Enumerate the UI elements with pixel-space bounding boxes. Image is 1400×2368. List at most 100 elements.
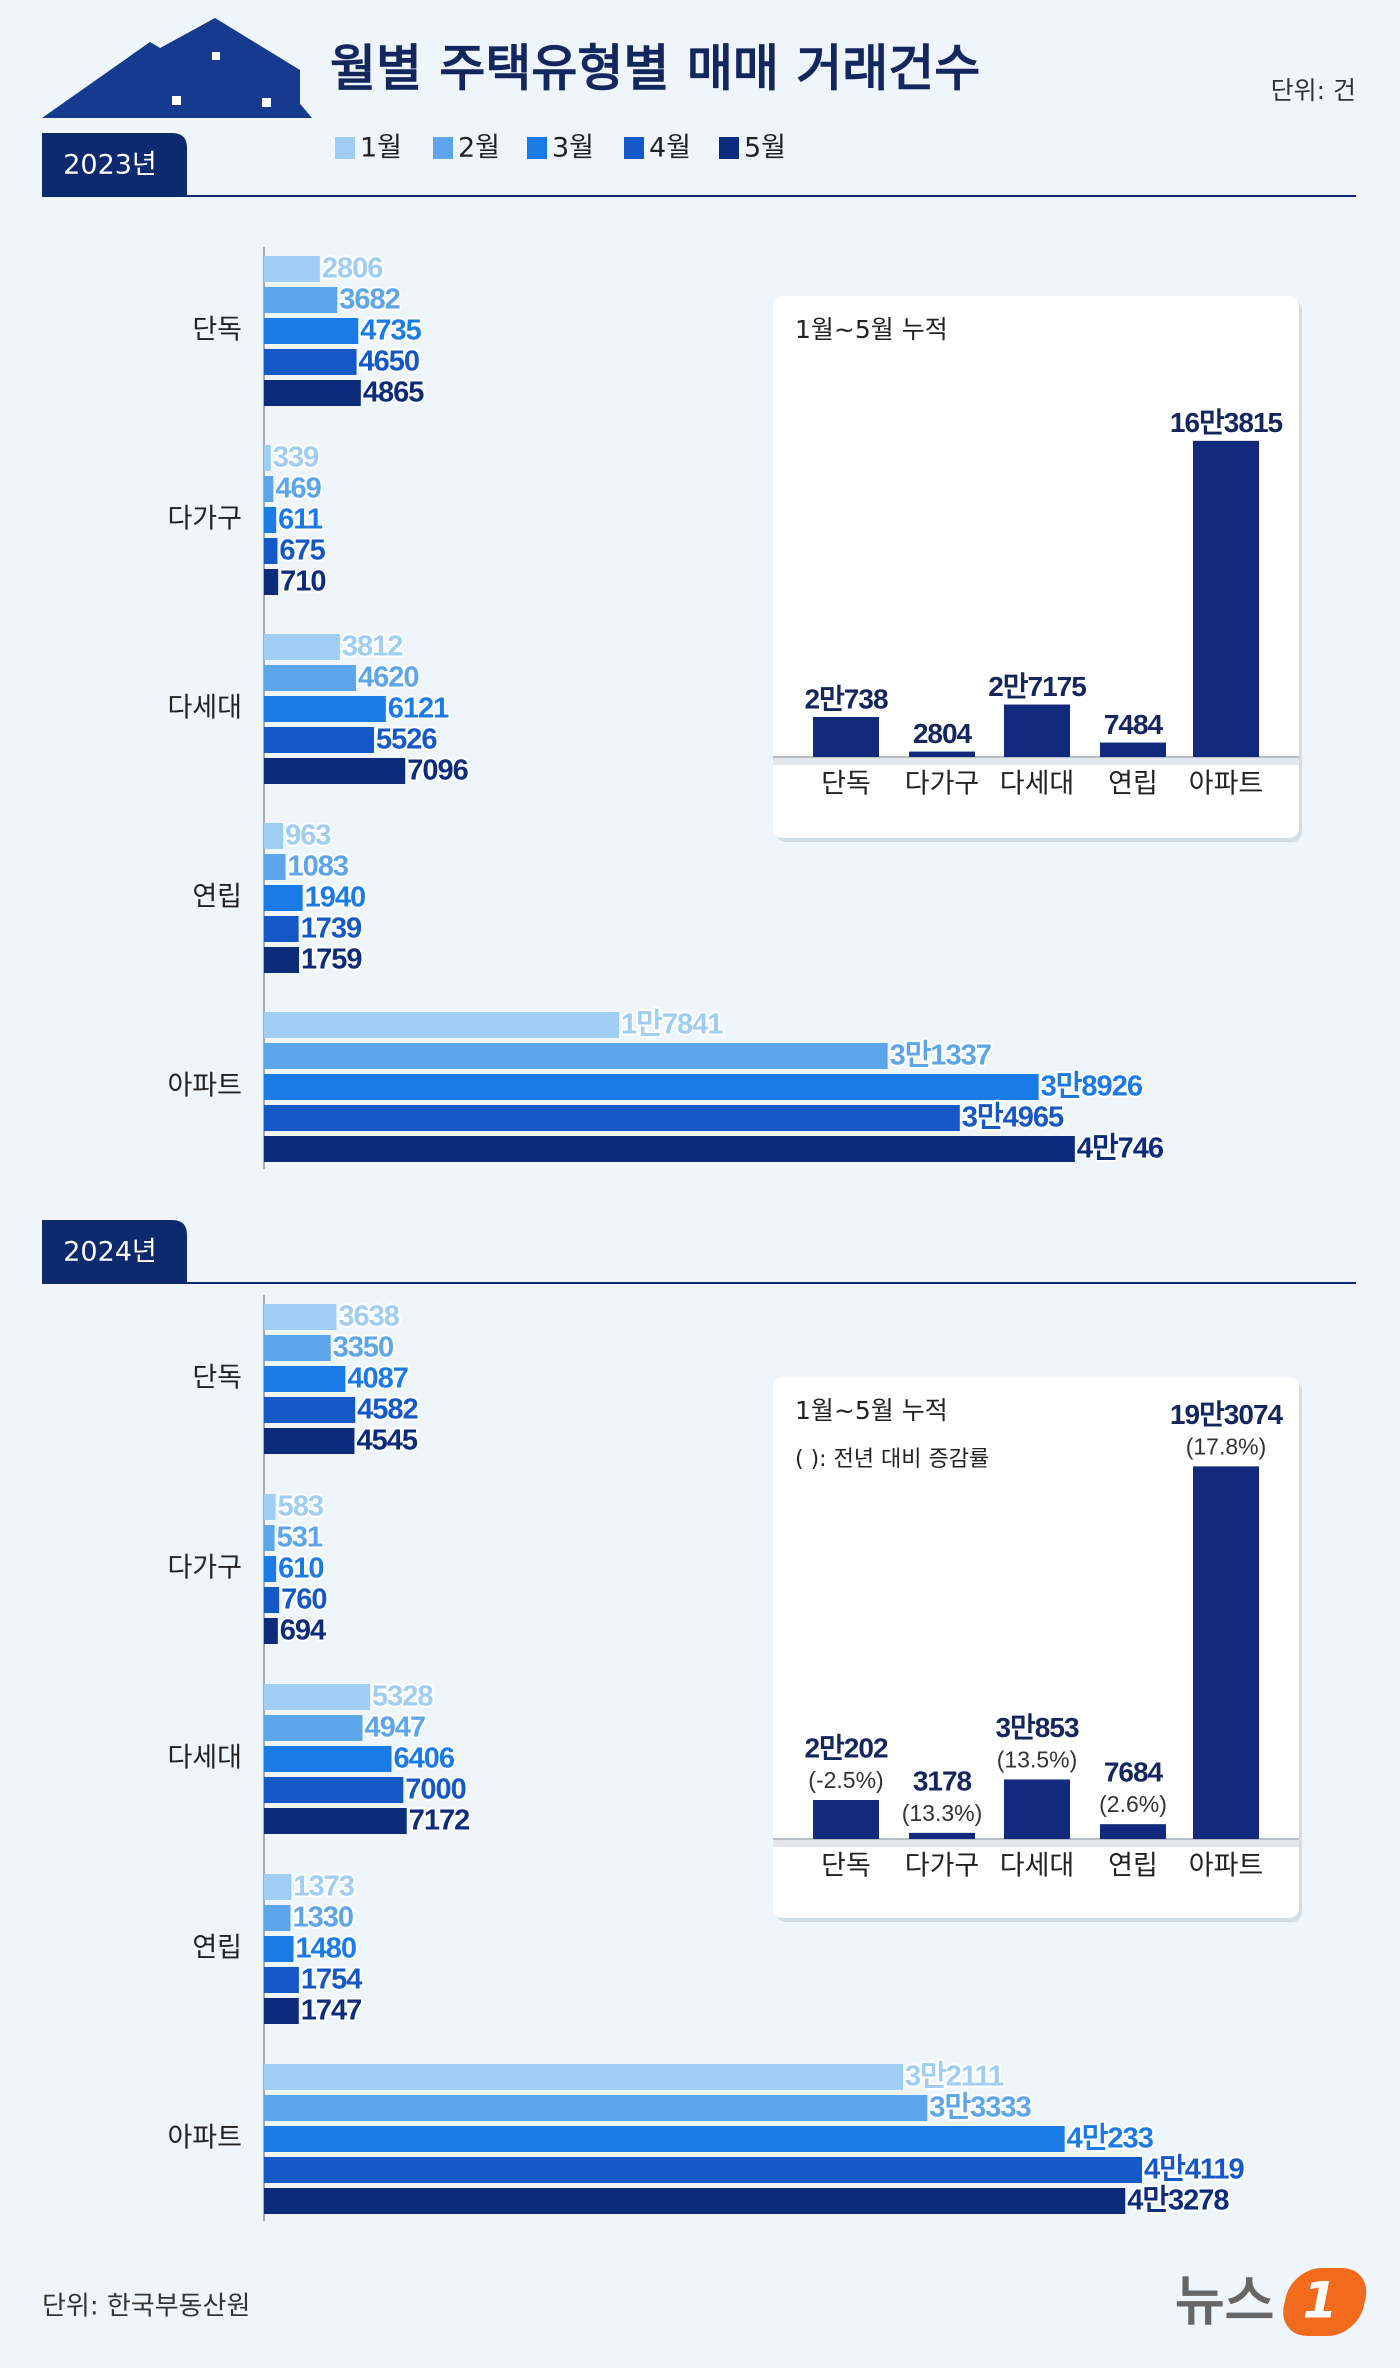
value-label: 694 bbox=[280, 1615, 326, 1647]
bar bbox=[264, 2095, 928, 2121]
value-label: 3만1337 bbox=[890, 1039, 991, 1072]
bar bbox=[264, 1618, 278, 1644]
bar bbox=[264, 569, 279, 595]
legend-label: 3월 bbox=[552, 133, 594, 164]
bar bbox=[264, 1587, 280, 1613]
value-label: 4087 bbox=[347, 1363, 408, 1395]
value-label: 4만4119 bbox=[1144, 2153, 1245, 2186]
bar bbox=[264, 256, 320, 282]
bar bbox=[813, 716, 879, 757]
bar bbox=[264, 727, 374, 753]
section-label: 2024년 bbox=[63, 1237, 157, 1268]
legend-label: 2월 bbox=[458, 133, 500, 164]
value-label: 1083 bbox=[288, 851, 349, 883]
value-label: 4650 bbox=[359, 346, 420, 378]
change-label: (-2.5%) bbox=[808, 1767, 883, 1793]
bar bbox=[264, 1905, 291, 1931]
change-label: (17.8%) bbox=[1186, 1433, 1267, 1459]
value-label: 3만8926 bbox=[1041, 1070, 1143, 1103]
value-label: 6121 bbox=[388, 693, 449, 725]
value-label: 610 bbox=[278, 1553, 323, 1585]
legend-swatch bbox=[527, 137, 547, 159]
logo: 뉴스 1 bbox=[1175, 2268, 1367, 2336]
charts: 2023년단독28063682473546504865다가구3394696116… bbox=[42, 133, 1356, 2221]
legend-swatch bbox=[719, 137, 739, 159]
value-label: 1480 bbox=[295, 1933, 356, 1965]
value-label: 611 bbox=[278, 504, 323, 536]
bar bbox=[264, 1874, 292, 1900]
category-label: 다가구 bbox=[167, 504, 242, 535]
category-label: 단독 bbox=[821, 769, 871, 800]
value-label: 7684 bbox=[1104, 1757, 1164, 1788]
value-label: 3350 bbox=[333, 1332, 394, 1364]
bar bbox=[264, 823, 284, 849]
legend-label: 1월 bbox=[360, 133, 402, 164]
bar bbox=[264, 1043, 888, 1069]
bar bbox=[264, 1366, 346, 1392]
bar bbox=[1004, 1779, 1070, 1839]
bar bbox=[264, 696, 386, 722]
value-label: 4947 bbox=[364, 1712, 425, 1744]
bar bbox=[264, 1684, 371, 1710]
bar bbox=[264, 916, 299, 942]
value-label: 1330 bbox=[292, 1902, 353, 1934]
source: 단위: 한국부동산원 bbox=[42, 2292, 250, 2322]
bar bbox=[264, 1777, 404, 1803]
category-label: 다가구 bbox=[905, 1851, 980, 1882]
value-label: 5526 bbox=[376, 724, 437, 756]
bar bbox=[264, 476, 274, 502]
value-label: 1373 bbox=[293, 1871, 354, 1903]
change-label: (2.6%) bbox=[1099, 1791, 1167, 1817]
inset-box bbox=[773, 1377, 1299, 1918]
bar bbox=[264, 1304, 337, 1330]
value-label: 4545 bbox=[356, 1425, 417, 1457]
value-label: 7096 bbox=[407, 755, 468, 787]
value-label: 3만3333 bbox=[929, 2091, 1031, 2124]
bar bbox=[264, 947, 300, 973]
value-label: 1940 bbox=[305, 882, 366, 914]
value-label: 3812 bbox=[342, 631, 403, 663]
inset-title: 1월~5월 누적 bbox=[795, 1396, 948, 1425]
category-label: 연립 bbox=[1108, 1851, 1158, 1882]
value-label: 339 bbox=[273, 442, 319, 474]
value-label: 963 bbox=[285, 820, 331, 852]
bar bbox=[264, 1428, 355, 1454]
title: 월별 주택유형별 매매 거래건수 bbox=[330, 40, 980, 98]
bar bbox=[264, 1105, 960, 1131]
section-tab bbox=[42, 133, 187, 196]
bar bbox=[264, 1998, 299, 2024]
bar bbox=[264, 1808, 407, 1834]
value-label: 1759 bbox=[301, 944, 362, 976]
bar bbox=[264, 287, 338, 313]
change-label: (13.5%) bbox=[997, 1747, 1078, 1773]
value-label: 1739 bbox=[301, 913, 362, 945]
value-label: 3만4965 bbox=[962, 1101, 1064, 1134]
value-label: 4만233 bbox=[1067, 2122, 1154, 2155]
bar bbox=[813, 1800, 879, 1839]
value-label: 2806 bbox=[322, 253, 383, 285]
value-label: 2만202 bbox=[804, 1732, 887, 1763]
value-label: 3만853 bbox=[995, 1712, 1078, 1743]
value-label: 4735 bbox=[360, 315, 421, 347]
value-label: 3638 bbox=[338, 1301, 399, 1333]
bar bbox=[264, 1012, 620, 1038]
bar bbox=[264, 2064, 904, 2090]
bar bbox=[264, 2126, 1065, 2152]
change-label: (13.3%) bbox=[902, 1800, 983, 1826]
bar bbox=[1193, 440, 1259, 757]
category-label: 아파트 bbox=[167, 1071, 242, 1102]
unit: 단위: 건 bbox=[1271, 76, 1356, 105]
category-label: 연립 bbox=[192, 1933, 242, 1964]
baseline-band bbox=[773, 1839, 1299, 1847]
logo-text: 뉴스 bbox=[1175, 2270, 1274, 2333]
value-label: 7000 bbox=[405, 1774, 466, 1806]
baseline-band bbox=[773, 757, 1299, 765]
value-label: 4만746 bbox=[1077, 1132, 1164, 1165]
bar bbox=[264, 1397, 356, 1423]
value-label: 4620 bbox=[358, 662, 419, 694]
horizontal-bar-chart: 2023년단독28063682473546504865다가구3394696116… bbox=[42, 133, 1356, 1169]
inset-note: ( ): 전년 대비 증감률 bbox=[795, 1447, 989, 1472]
value-label: 1754 bbox=[301, 1964, 362, 1996]
